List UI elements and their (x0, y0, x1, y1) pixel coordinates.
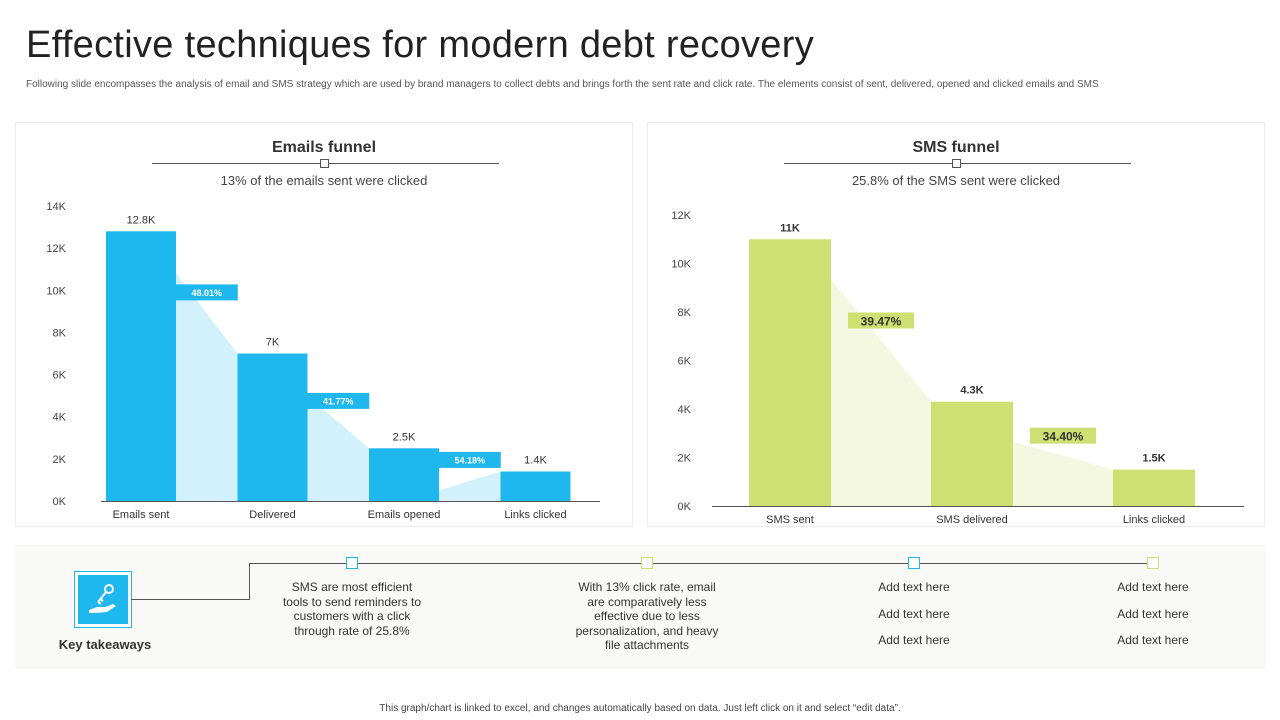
emails-ytick-label: 10K (46, 285, 66, 297)
takeaway-marker-1 (346, 557, 358, 569)
sms-category-label-3: Links clicked (1123, 514, 1185, 526)
emails-category-label-3: Emails opened (368, 509, 441, 521)
emails-ytick-label: 0K (53, 496, 67, 508)
emails-funnel-segment-1 (176, 273, 238, 501)
emails-category-label-1: Emails sent (113, 509, 170, 521)
emails-conversion-badge-bg-2 (307, 392, 370, 409)
sms-value-label-2: 4.3K (960, 385, 983, 397)
emails-bar-2 (237, 353, 308, 501)
emails-ytick-label: 12K (46, 243, 66, 255)
emails-funnel-segment-2 (307, 395, 369, 501)
takeaway-marker-3 (908, 557, 920, 569)
emails-conversion-badge-2: 41.77% (307, 392, 370, 409)
emails-funnel-title: Emails funnel (271, 139, 377, 156)
sms-bar-3 (1113, 469, 1195, 506)
emails-value-label-3: 2.5K (393, 431, 416, 443)
sms-value-label-1: 11K (780, 222, 800, 234)
sms-funnel-title: SMS funnel (912, 139, 1000, 156)
sms-conversion-label-1: 39.47% (861, 314, 902, 328)
emails-funnel-panel: Emails funnel 13% of the emails sent wer… (15, 122, 633, 527)
emails-bar-4 (500, 471, 571, 501)
emails-conversion-badge-bg-1 (175, 284, 238, 301)
sms-conversion-badge-bg-2 (1030, 427, 1096, 444)
emails-ytick-label: 14K (46, 201, 66, 213)
emails-value-label-4: 1.4K (524, 455, 547, 467)
emails-value-label-1: 12.8K (127, 214, 156, 226)
sms-ytick-label: 8K (678, 307, 692, 319)
emails-ytick-label: 6K (53, 370, 67, 382)
sms-ytick-label: 4K (678, 404, 692, 416)
sms-funnel-segment-2 (1013, 441, 1113, 506)
sms-title-rule-knob (952, 159, 961, 168)
connector-timeline (249, 563, 1159, 564)
sms-ytick-label: 12K (671, 210, 691, 222)
connector-vertical (249, 563, 250, 600)
sms-category-label-1: SMS sent (766, 514, 814, 526)
takeaway-text-3: Add text here Add text here Add text her… (878, 580, 950, 647)
takeaway-marker-2 (641, 557, 653, 569)
emails-category-label-4: Links clicked (504, 509, 566, 521)
sms-value-label-3: 1.5K (1142, 453, 1165, 465)
sms-funnel-panel: SMS funnel 25.8% of the SMS sent were cl… (647, 122, 1265, 527)
sms-ytick-label: 10K (671, 259, 691, 271)
footer-note: This graph/chart is linked to excel, and… (379, 703, 901, 714)
emails-ytick-label: 4K (53, 412, 67, 424)
page-title: Effective techniques for modern debt rec… (26, 24, 814, 66)
sms-bar-2 (931, 401, 1013, 506)
emails-ytick-label: 2K (53, 454, 67, 466)
sms-conversion-label-2: 34.40% (1043, 430, 1084, 444)
hand-with-key-icon (74, 571, 132, 628)
emails-bar-3 (369, 448, 439, 501)
connector-horizontal (131, 599, 250, 600)
takeaway-text-4: Add text here Add text here Add text her… (1117, 580, 1189, 647)
emails-conversion-badge-bg-3 (438, 451, 501, 468)
sms-ytick-label: 2K (678, 453, 692, 465)
emails-value-label-2: 7K (266, 337, 280, 349)
emails-funnel-chart[interactable]: 0K 2K 4K 6K 8K 10K 12K 14K 12.8K Emails sent 7K Del… (16, 123, 634, 528)
emails-funnel-segment-3 (439, 471, 501, 501)
emails-funnel-note: 13% of the emails sent were clicked (220, 173, 428, 188)
takeaway-text-2: With 13% click rate, email are comparati… (575, 580, 719, 652)
key-takeaways-label: Key takeaways (58, 637, 152, 652)
sms-funnel-note: 25.8% of the SMS sent were clicked (851, 173, 1061, 188)
emails-bar-1 (106, 231, 176, 501)
emails-conversion-label-1: 48.01% (191, 288, 222, 298)
sms-conversion-badge-2: 34.40% (1030, 427, 1096, 444)
sms-ytick-label: 6K (678, 356, 692, 368)
emails-ytick-label: 8K (53, 327, 67, 339)
emails-conversion-badge-1: 48.01% (175, 284, 238, 301)
emails-conversion-badge-3: 54.18% (438, 451, 501, 468)
page-subtitle: Following slide encompasses the analysis… (26, 79, 1099, 90)
sms-funnel-chart[interactable]: 0K 2K 4K 6K 8K 10K 12K 11K SMS sent 4.3K SMS deliv… (648, 123, 1266, 528)
sms-funnel-segment-1 (831, 279, 931, 506)
sms-category-label-2: SMS delivered (936, 514, 1008, 526)
emails-conversion-label-3: 54.18% (454, 455, 485, 465)
takeaway-marker-4 (1147, 557, 1159, 569)
emails-category-label-2: Delivered (249, 509, 295, 521)
sms-bar-1 (749, 239, 831, 506)
sms-conversion-badge-bg-1 (848, 312, 914, 329)
emails-title-rule-knob (320, 159, 329, 168)
sms-conversion-badge-1: 39.47% (848, 312, 914, 329)
emails-conversion-label-2: 41.77% (323, 396, 354, 406)
key-takeaways-strip: Key takeaways SMS are most efficient too… (15, 545, 1266, 669)
sms-ytick-label: 0K (678, 501, 692, 513)
takeaway-text-1: SMS are most efficient tools to send rem… (282, 580, 422, 638)
